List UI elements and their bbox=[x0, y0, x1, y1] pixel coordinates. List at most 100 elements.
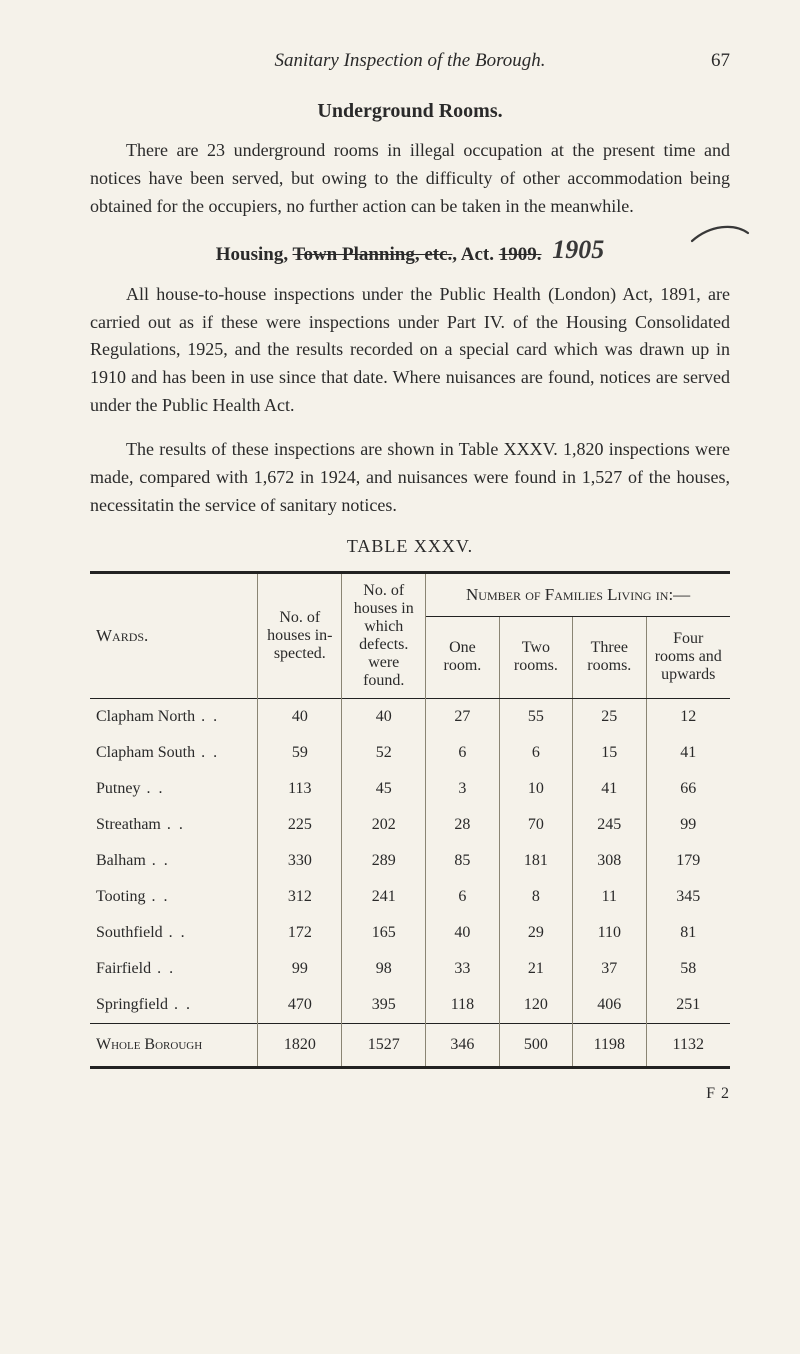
cell-total-two: 500 bbox=[499, 1023, 572, 1067]
cell-ward: Springfield bbox=[90, 987, 258, 1024]
cell-defects: 52 bbox=[342, 735, 426, 771]
cell-inspected: 312 bbox=[258, 879, 342, 915]
cell-total-label: Whole Borough bbox=[90, 1023, 258, 1067]
cell-four: 41 bbox=[646, 735, 730, 771]
table-row: Clapham South5952661541 bbox=[90, 735, 730, 771]
table-row: Tooting3122416811345 bbox=[90, 879, 730, 915]
cell-defects: 202 bbox=[342, 807, 426, 843]
cell-three: 11 bbox=[573, 879, 646, 915]
cell-two: 181 bbox=[499, 843, 572, 879]
cell-ward: Clapham North bbox=[90, 698, 258, 735]
cell-one: 40 bbox=[426, 915, 499, 951]
cell-two: 6 bbox=[499, 735, 572, 771]
th-defects: No. of houses in which defects. were fou… bbox=[342, 572, 426, 698]
cell-three: 25 bbox=[573, 698, 646, 735]
cell-defects: 395 bbox=[342, 987, 426, 1024]
cell-defects: 45 bbox=[342, 771, 426, 807]
cell-three: 406 bbox=[573, 987, 646, 1024]
cell-total-one: 346 bbox=[426, 1023, 499, 1067]
table-row: Springfield470395118120406251 bbox=[90, 987, 730, 1024]
cell-one: 118 bbox=[426, 987, 499, 1024]
cell-ward: Clapham South bbox=[90, 735, 258, 771]
para-housing-1: All house-to-house inspections under the… bbox=[90, 281, 730, 420]
cell-two: 10 bbox=[499, 771, 572, 807]
th-families: Number of Families Living in:— bbox=[426, 572, 730, 616]
cell-ward: Southfield bbox=[90, 915, 258, 951]
cell-four: 345 bbox=[646, 879, 730, 915]
th-two: Two rooms. bbox=[499, 616, 572, 698]
cell-three: 37 bbox=[573, 951, 646, 987]
cell-total-four: 1132 bbox=[646, 1023, 730, 1067]
cell-three: 110 bbox=[573, 915, 646, 951]
cell-inspected: 172 bbox=[258, 915, 342, 951]
table-total-row: Whole Borough1820152734650011981132 bbox=[90, 1023, 730, 1067]
table-caption: TABLE XXXV. bbox=[90, 536, 730, 557]
cell-defects: 40 bbox=[342, 698, 426, 735]
cell-defects: 98 bbox=[342, 951, 426, 987]
cell-three: 245 bbox=[573, 807, 646, 843]
cell-one: 6 bbox=[426, 735, 499, 771]
cell-ward: Balham bbox=[90, 843, 258, 879]
page-footer: F 2 bbox=[90, 1085, 730, 1103]
cell-inspected: 113 bbox=[258, 771, 342, 807]
cell-four: 66 bbox=[646, 771, 730, 807]
cell-ward: Streatham bbox=[90, 807, 258, 843]
cell-defects: 241 bbox=[342, 879, 426, 915]
housing-handwritten: 1905 bbox=[552, 235, 604, 264]
section-heading-underground: Underground Rooms. bbox=[90, 100, 730, 123]
cell-one: 6 bbox=[426, 879, 499, 915]
cell-inspected: 99 bbox=[258, 951, 342, 987]
th-three: Three rooms. bbox=[573, 616, 646, 698]
cell-two: 21 bbox=[499, 951, 572, 987]
th-inspected: No. of houses in­spected. bbox=[258, 572, 342, 698]
cell-ward: Fairfield bbox=[90, 951, 258, 987]
table-xxxv: Wards. No. of houses in­spected. No. of … bbox=[90, 571, 730, 1069]
page-number: 67 bbox=[690, 50, 730, 72]
housing-mid: , Act. bbox=[452, 244, 498, 265]
cell-ward: Tooting bbox=[90, 879, 258, 915]
table-row: Fairfield999833213758 bbox=[90, 951, 730, 987]
para-underground: There are 23 underground rooms in illega… bbox=[90, 137, 730, 221]
cell-four: 12 bbox=[646, 698, 730, 735]
cell-inspected: 59 bbox=[258, 735, 342, 771]
cell-four: 99 bbox=[646, 807, 730, 843]
table-row: Balham33028985181308179 bbox=[90, 843, 730, 879]
table-row: Southfield172165402911081 bbox=[90, 915, 730, 951]
cell-two: 29 bbox=[499, 915, 572, 951]
th-one: One room. bbox=[426, 616, 499, 698]
cell-inspected: 40 bbox=[258, 698, 342, 735]
hand-swoosh-icon bbox=[690, 219, 750, 249]
cell-four: 251 bbox=[646, 987, 730, 1024]
cell-three: 308 bbox=[573, 843, 646, 879]
cell-two: 55 bbox=[499, 698, 572, 735]
cell-three: 15 bbox=[573, 735, 646, 771]
cell-defects: 165 bbox=[342, 915, 426, 951]
th-wards: Wards. bbox=[90, 572, 258, 698]
cell-total-three: 1198 bbox=[573, 1023, 646, 1067]
cell-inspected: 470 bbox=[258, 987, 342, 1024]
housing-lead: Housing, bbox=[216, 244, 293, 265]
cell-four: 179 bbox=[646, 843, 730, 879]
cell-one: 85 bbox=[426, 843, 499, 879]
housing-struck-1: Town Planning, etc. bbox=[293, 244, 453, 265]
cell-four: 81 bbox=[646, 915, 730, 951]
cell-three: 41 bbox=[573, 771, 646, 807]
cell-two: 8 bbox=[499, 879, 572, 915]
table-row: Putney113453104166 bbox=[90, 771, 730, 807]
cell-total-defects: 1527 bbox=[342, 1023, 426, 1067]
table-row: Streatham225202287024599 bbox=[90, 807, 730, 843]
page-header: Sanitary Inspection of the Borough. 67 bbox=[90, 50, 730, 72]
housing-struck-2: 1909. bbox=[499, 244, 542, 265]
cell-defects: 289 bbox=[342, 843, 426, 879]
cell-one: 28 bbox=[426, 807, 499, 843]
cell-one: 27 bbox=[426, 698, 499, 735]
cell-one: 3 bbox=[426, 771, 499, 807]
cell-ward: Putney bbox=[90, 771, 258, 807]
table-row: Clapham North404027552512 bbox=[90, 698, 730, 735]
cell-four: 58 bbox=[646, 951, 730, 987]
cell-one: 33 bbox=[426, 951, 499, 987]
para-housing-2: The results of these inspections are sho… bbox=[90, 436, 730, 520]
cell-inspected: 330 bbox=[258, 843, 342, 879]
cell-inspected: 225 bbox=[258, 807, 342, 843]
section-heading-housing: Housing, Town Planning, etc., Act. 1909.… bbox=[90, 237, 730, 267]
